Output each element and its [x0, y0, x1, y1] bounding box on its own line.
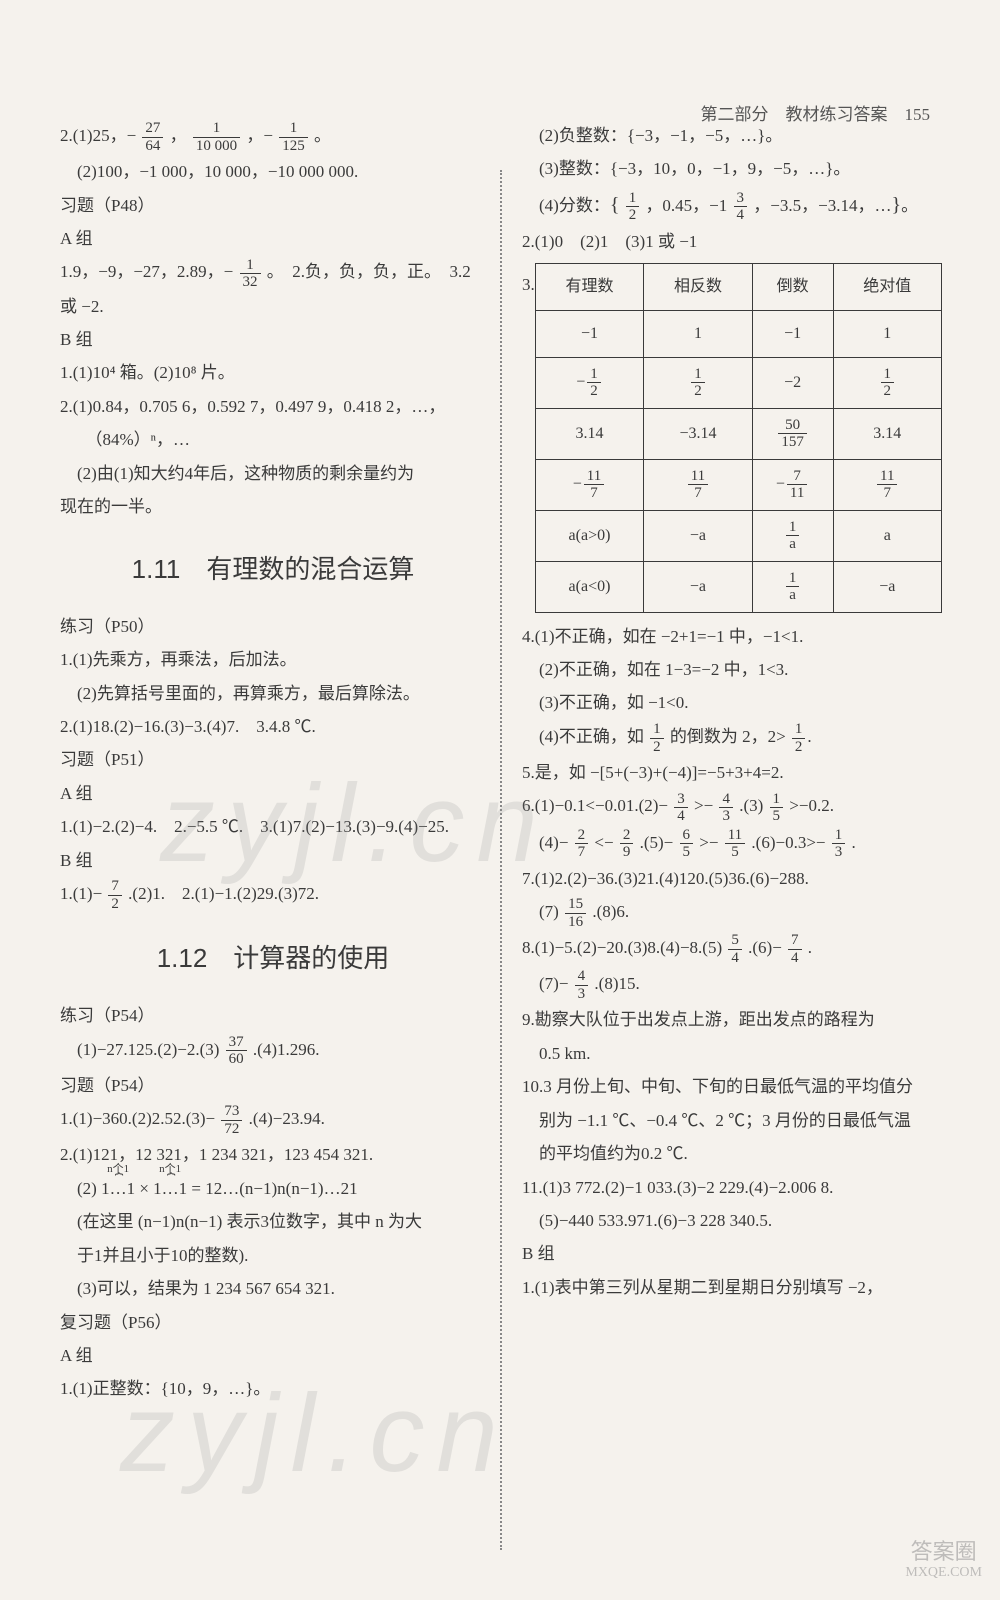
- fraction: 1125: [279, 120, 308, 154]
- text-line: 4.(1)不正确，如在 −2+1=−1 中，−1<1.: [522, 621, 942, 652]
- text-line: 1.(1)− 72 .(2)1. 2.(1)−1.(2)29.(3)72.: [60, 878, 486, 912]
- text-line: (2)不正确，如在 1−3=−2 中，1<3.: [522, 654, 942, 685]
- text-line: 2.(1)18.(2)−16.(3)−3.(4)7. 3.4.8 ℃.: [60, 711, 486, 742]
- table-row: a(a>0)−a 1a a: [535, 510, 941, 561]
- txt: ，: [170, 126, 187, 145]
- text-line: 别为 −1.1 ℃、−0.4 ℃、2 ℃；3 月份的日最低气温: [522, 1105, 942, 1136]
- overbrace: n个1⏞ 1…1: [101, 1173, 135, 1204]
- text-line: A 组: [60, 223, 486, 254]
- text-line: (3)不正确，如 −1<0.: [522, 687, 942, 718]
- table-row: a(a<0)−a 1a −a: [535, 561, 941, 612]
- corner-text: MXQE.COM: [905, 1565, 982, 1582]
- table-lead: 3.: [522, 269, 535, 300]
- txt: 2.(1)25，−: [60, 126, 136, 145]
- fraction: 110 000: [193, 120, 240, 154]
- text-line: (2)100，−1 000，10 000，−10 000 000.: [60, 156, 486, 187]
- fraction: 132: [240, 257, 261, 291]
- txt: ，−: [246, 126, 273, 145]
- text-line: A 组: [60, 1340, 486, 1371]
- text-line: B 组: [60, 324, 486, 355]
- text-line: 习题（P48）: [60, 190, 486, 221]
- text-line: 复习题（P56）: [60, 1307, 486, 1338]
- text-line: 1.(1)−2.(2)−4. 2.−5.5 ℃. 3.(1)7.(2)−13.(…: [60, 811, 486, 842]
- fraction: 72: [108, 878, 122, 912]
- text-line: 的平均值约为0.2 ℃.: [522, 1138, 942, 1169]
- text-line: 1.(1)−360.(2)2.52.(3)− 7372 .(4)−23.94.: [60, 1103, 486, 1137]
- text-line: (7)− 43 .(8)15.: [522, 968, 942, 1002]
- text-line: 1.(1)10⁴ 箱。(2)10⁸ 片。: [60, 357, 486, 388]
- fraction: 12: [626, 190, 640, 224]
- table-header: 倒数: [752, 264, 833, 311]
- text-line: 1.(1)正整数：{10，9，…}。: [60, 1373, 486, 1404]
- text-line: B 组: [522, 1238, 942, 1269]
- text-line: 2.(1)25，− 2764 ， 110 000 ，− 1125 。: [60, 120, 486, 154]
- text-line: 11.(1)3 772.(2)−1 033.(3)−2 229.(4)−2.00…: [522, 1172, 942, 1203]
- text-line: (5)−440 533.971.(6)−3 228 340.5.: [522, 1205, 942, 1236]
- text-line: 1.(1)先乘方，再乘法，后加法。: [60, 644, 486, 675]
- text-line: 7.(1)2.(2)−36.(3)21.(4)120.(5)36.(6)−288…: [522, 863, 942, 894]
- text-line: (4)− 27 <− 29 .(5)− 65 >− 115 .(6)−0.3>−…: [522, 827, 942, 861]
- text-line: B 组: [60, 845, 486, 876]
- fraction: 2764: [142, 120, 163, 154]
- text-line: (1)−27.125.(2)−2.(3) 3760 .(4)1.296.: [60, 1034, 486, 1068]
- text-line: 习题（P51）: [60, 744, 486, 775]
- text-line: 10.3 月份上旬、中旬、下旬的日最低气温的平均值分: [522, 1071, 942, 1102]
- fraction: 34: [734, 190, 748, 224]
- text-line: 练习（P54）: [60, 1000, 486, 1031]
- text-line: (2)由(1)知大约4年后，这种物质的剩余量约为: [60, 458, 486, 489]
- corner-text: 答案圈: [905, 1539, 982, 1565]
- table-header: 相反数: [644, 264, 752, 311]
- text-line: 练习（P50）: [60, 611, 486, 642]
- text-line: A 组: [60, 778, 486, 809]
- table-header: 有理数: [535, 264, 643, 311]
- text-line: (在这里 (n−1)n(n−1) 表示3位数字，其中 n 为大: [60, 1206, 486, 1237]
- table-row: −12 12 −2 12: [535, 357, 941, 408]
- page-header: 第二部分 教材练习答案 155: [701, 100, 931, 125]
- txt: 。: [314, 126, 331, 145]
- table-row: 有理数 相反数 倒数 绝对值: [535, 264, 941, 311]
- table-row: 3.14−3.14 50157 3.14: [535, 408, 941, 459]
- table-row: −117 117 −711 117: [535, 459, 941, 510]
- text-line: (3)整数：{−3，10，0，−1，9，−5，…}。: [522, 153, 942, 184]
- page-body: 2.(1)25，− 2764 ， 110 000 ，− 1125 。 (2)10…: [0, 0, 1000, 1590]
- fraction: 3760: [226, 1034, 247, 1068]
- text-line: 2.(1)0.84，0.705 6，0.592 7，0.497 9，0.418 …: [60, 391, 486, 422]
- text-line: 1.(1)表中第三列从星期二到星期日分别填写 −2，: [522, 1272, 942, 1303]
- text-line: （84%）ⁿ，…: [60, 424, 486, 455]
- text-line: 习题（P54）: [60, 1070, 486, 1101]
- section-title: 1.11 有理数的混合运算: [60, 545, 486, 593]
- text-line: 现在的一半。: [60, 491, 486, 522]
- section-title: 1.12 计算器的使用: [60, 934, 486, 982]
- left-column: 2.(1)25，− 2764 ， 110 000 ，− 1125 。 (2)10…: [60, 40, 500, 1550]
- text-line: (4)分数：{ 12 ，0.45，−1 34 ，−3.5，−3.14，…}。: [522, 187, 942, 224]
- text-line: (7) 1516 .(8)6.: [522, 896, 942, 930]
- text-line: (2)先算括号里面的，再算乘方，最后算除法。: [60, 678, 486, 709]
- text-line: 2.(1)0 (2)1 (3)1 或 −1: [522, 226, 942, 257]
- text-line: (2) n个1⏞ 1…1 × n个1⏞ 1…1 = 12…(n−1)n(n−1)…: [60, 1173, 486, 1204]
- fraction: 7372: [221, 1103, 242, 1137]
- text-line: 5.是，如 −[5+(−3)+(−4)]=−5+3+4=2.: [522, 757, 942, 788]
- text-line: 于1并且小于10的整数).: [60, 1240, 486, 1271]
- table-header: 绝对值: [833, 264, 942, 311]
- text-line: (3)可以，结果为 1 234 567 654 321.: [60, 1273, 486, 1304]
- text-line: 8.(1)−5.(2)−20.(3)8.(4)−8.(5) 54 .(6)− 7…: [522, 932, 942, 966]
- right-column: (2)负整数：{−3，−1，−5，…}。 (3)整数：{−3，10，0，−1，9…: [502, 40, 942, 1550]
- text-line: 9.勘察大队位于出发点上游，距出发点的路程为: [522, 1004, 942, 1035]
- text-line: 1.9，−9，−27，2.89，− 132 。 2.负，负，负，正。 3.2 或…: [60, 256, 486, 322]
- text-line: 6.(1)−0.1<−0.01.(2)− 34 >− 43 .(3) 15 >−…: [522, 790, 942, 824]
- corner-watermark: 答案圈 MXQE.COM: [905, 1539, 982, 1582]
- table-row: −11−11: [535, 311, 941, 358]
- text-line: 0.5 km.: [522, 1038, 942, 1069]
- overbrace: n个1⏞ 1…1: [153, 1173, 187, 1204]
- text-line: (4)不正确，如 12 的倒数为 2，2> 12.: [522, 721, 942, 755]
- answer-table: 有理数 相反数 倒数 绝对值 −11−11 −12 12 −2 12 3.14−…: [535, 263, 942, 612]
